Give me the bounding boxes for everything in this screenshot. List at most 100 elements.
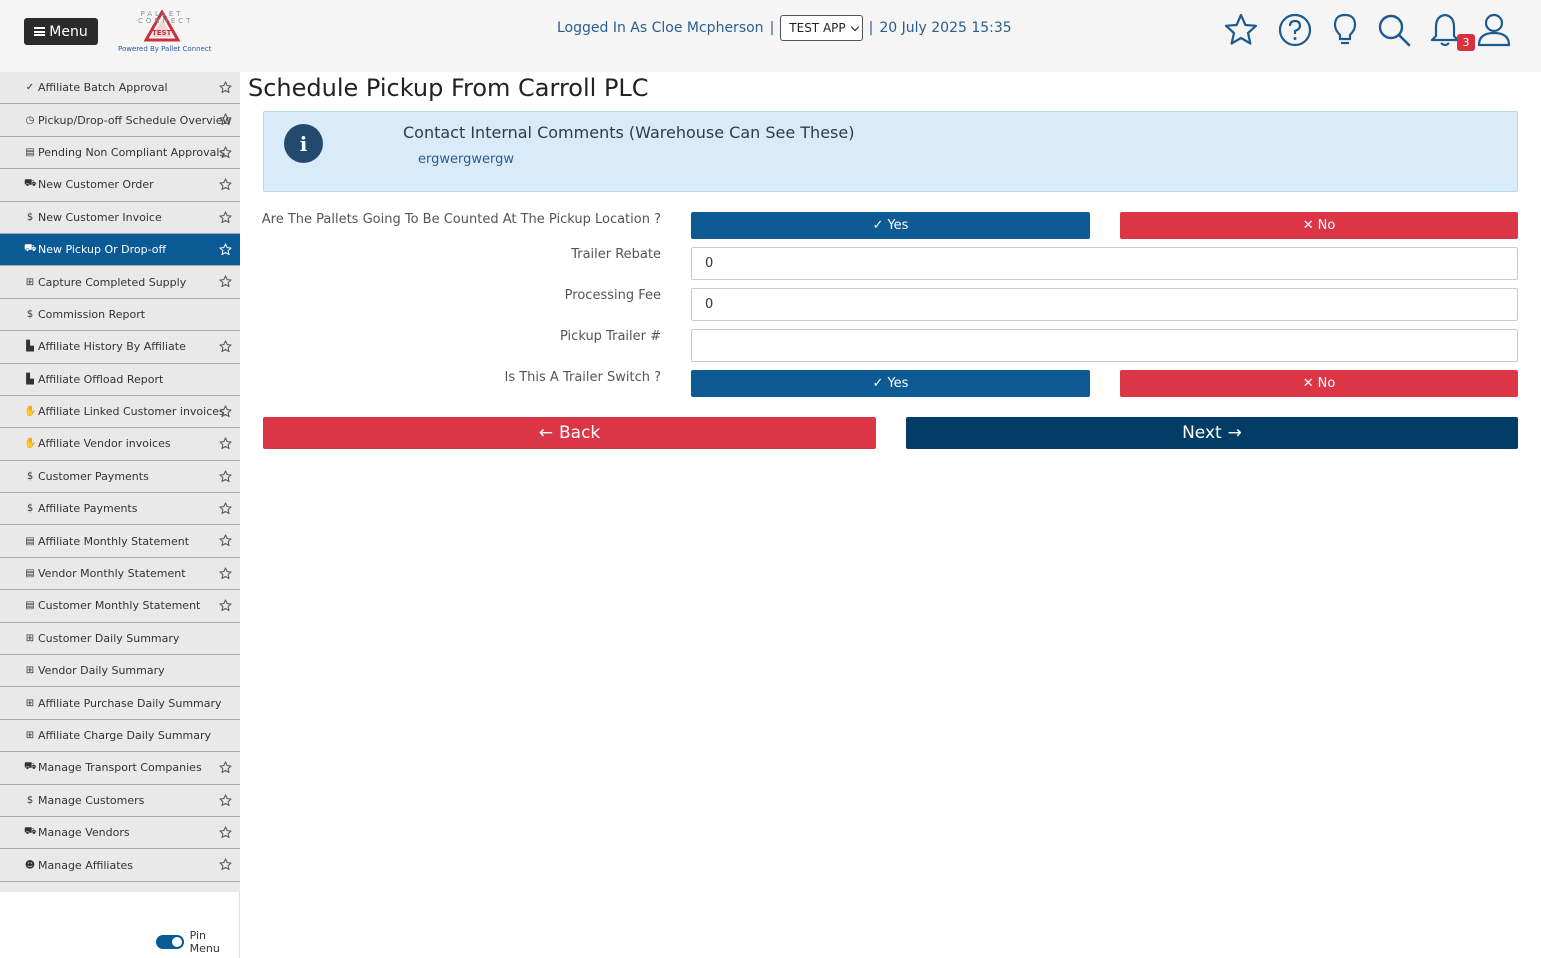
favorite-star-icon[interactable] [219,826,232,839]
sidebar-item[interactable]: $ New Customer Invoice [0,202,240,234]
favorite-star-icon[interactable] [219,210,232,224]
sidebar-item[interactable]: ▤ Affiliate Monthly Statement [0,525,240,558]
pin-menu[interactable]: Pin Menu [156,929,239,955]
search-icon[interactable] [1376,12,1412,48]
app-select[interactable]: TEST APP [780,15,863,41]
favorite-star-icon[interactable] [219,340,232,353]
user-icon[interactable] [1476,12,1512,48]
next-button[interactable]: Next → [906,417,1518,449]
counted-no-button[interactable]: ✕ No [1120,212,1518,239]
sidebar-item[interactable]: ⊞ Affiliate Purchase Daily Summary [0,687,240,720]
table-icon: ⊞ [25,697,35,709]
pickup-trailer-input[interactable] [691,329,1518,362]
users-icon: ☻ [24,859,36,871]
favorite-star-icon[interactable] [219,275,232,288]
sidebar-item-label: Affiliate Vendor invoices [38,437,171,451]
sidebar-item[interactable]: ☻ Manage Affiliates [0,849,240,882]
sidebar-item[interactable]: ✋ Affiliate Vendor invoices [0,428,240,461]
sidebar-item[interactable]: ✓ Affiliate Batch Approval [0,72,240,105]
sidebar-item[interactable]: ⊞ Vendor Daily Summary [0,655,240,688]
clock-icon: ◷ [25,114,35,126]
favorite-star-icon[interactable] [219,858,232,871]
separator: | [868,20,874,36]
trailer-switch-no-button[interactable]: ✕ No [1120,370,1518,397]
trailer-switch-label: Is This A Trailer Switch ? [504,370,661,385]
favorite-star-icon[interactable] [219,761,232,774]
sidebar-item[interactable]: $ Customer Payments [0,461,240,494]
trailer-rebate-input[interactable]: 0 [691,247,1518,280]
sidebar-item-label: Customer Monthly Statement [38,599,201,613]
favorite-star-icon[interactable] [219,794,232,807]
favorite-star-icon[interactable] [219,502,232,515]
favorite-star-icon[interactable] [219,534,232,547]
info-title: Contact Internal Comments (Warehouse Can… [403,123,855,142]
sidebar-item-label: Manage Vendors [38,826,130,840]
favorite-star-icon[interactable] [219,243,232,256]
favorite-star-icon[interactable] [219,470,232,483]
favorite-star-icon[interactable] [219,405,232,418]
back-label: Back [558,423,601,443]
logo[interactable]: PALLET CONNECT TEST Powered By Pallet Co… [118,8,211,56]
truck-icon: ⛟ [24,826,37,838]
check-icon: ✓ [25,82,35,94]
yes-label: Yes [887,218,909,233]
dollar-icon: $ [26,794,34,806]
sidebar-item[interactable]: ⛟ Manage Transport Companies [0,752,240,785]
sidebar-item-label: Pickup/Drop-off Schedule Overview [38,113,232,127]
dolly-icon: ⛟ [24,178,37,190]
dollar-icon: $ [26,308,34,320]
chart-icon: ▙ [26,373,34,385]
sidebar-item[interactable]: ◷ Pickup/Drop-off Schedule Overview [0,104,240,137]
back-button[interactable]: ← Back [263,417,876,449]
sidebar-item[interactable]: ▙ Affiliate Offload Report [0,364,240,396]
menu-button[interactable]: Menu [24,18,98,45]
sidebar-item[interactable]: ▙ Affiliate History By Affiliate [0,331,240,364]
sidebar-item-label: Affiliate Batch Approval [38,81,168,95]
favorite-star-icon[interactable] [219,599,232,612]
favorite-star-icon[interactable] [219,81,232,94]
close-icon: ✕ [1302,218,1314,233]
favorite-star-icon[interactable] [219,178,232,191]
sidebar-item[interactable]: ▤ Customer Monthly Statement [0,590,240,623]
favorite-star-icon[interactable] [219,437,232,450]
sidebar-item[interactable]: ✋ Affiliate Linked Customer invoices [0,396,240,429]
sidebar-item-label: Affiliate Purchase Daily Summary [38,696,222,710]
sidebar-item[interactable]: $ Affiliate Payments [0,493,240,526]
sidebar-item[interactable]: $ Manage Customers [0,785,240,817]
sidebar-item-label: Customer Daily Summary [38,631,180,645]
lightbulb-icon[interactable] [1327,12,1363,48]
help-icon[interactable] [1277,12,1313,48]
session-info: Logged In As Cloe Mcpherson | TEST APP |… [557,14,1012,42]
arrow-right-icon: → [1227,423,1242,443]
clipboard-icon: ▤ [25,146,35,158]
sidebar-item[interactable]: ▤ Pending Non Compliant Approvals [0,137,240,170]
favorite-star-icon[interactable] [219,146,232,159]
counted-yes-button[interactable]: ✓ Yes [691,212,1090,239]
info-icon: i [284,124,323,163]
favorite-star-icon[interactable] [219,113,232,126]
sidebar-item[interactable]: ⊞ Customer Daily Summary [0,623,240,656]
sidebar-item-label: Customer Payments [38,469,149,483]
pin-menu-toggle[interactable] [156,935,184,949]
bell-icon[interactable] [1427,12,1463,48]
sidebar-item[interactable]: ⊞ Affiliate Charge Daily Summary [0,720,240,753]
sidebar-item[interactable]: ⛟ Manage Vendors [0,817,240,850]
trailer-rebate-label: Trailer Rebate [571,247,661,262]
table-icon: ⊞ [25,632,35,644]
logo-text: PALLET CONNECT [138,10,194,25]
chevron-down-icon [850,22,859,31]
sidebar-item[interactable]: ⊞ Capture Completed Supply [0,266,240,299]
close-icon: ✕ [1302,376,1314,391]
sidebar-item[interactable]: ⛟ New Customer Order [0,169,240,202]
list-icon: ▤ [25,568,35,580]
processing-fee-input[interactable]: 0 [691,288,1518,321]
truck-icon: ⛟ [24,761,37,773]
favorite-star-icon[interactable] [219,567,232,580]
trailer-switch-yes-button[interactable]: ✓ Yes [691,370,1090,397]
hand-icon: ✋ [24,406,37,418]
dollar-icon: $ [26,211,34,223]
sidebar-item[interactable]: ▤ Vendor Monthly Statement [0,558,240,591]
sidebar-item[interactable]: $ Commission Report [0,299,240,332]
favorites-star-icon[interactable] [1223,12,1259,48]
sidebar-item[interactable]: ⛟ New Pickup Or Drop-off [0,233,240,267]
